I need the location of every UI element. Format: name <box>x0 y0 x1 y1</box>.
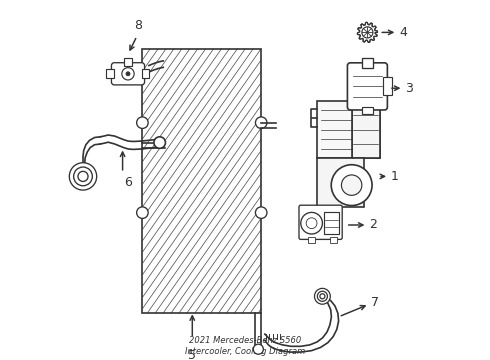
Circle shape <box>255 207 267 219</box>
Polygon shape <box>357 22 377 42</box>
Bar <box>317 158 364 207</box>
Circle shape <box>255 117 267 129</box>
Circle shape <box>306 218 317 229</box>
Circle shape <box>137 117 148 129</box>
Circle shape <box>253 344 263 354</box>
Bar <box>106 69 114 78</box>
Bar <box>324 212 339 234</box>
Text: 8: 8 <box>134 19 142 32</box>
Bar <box>143 49 261 313</box>
Circle shape <box>342 175 362 195</box>
FancyBboxPatch shape <box>111 63 145 85</box>
Text: 6: 6 <box>123 176 131 189</box>
Bar <box>352 101 380 158</box>
Bar <box>308 237 315 243</box>
Circle shape <box>362 27 373 38</box>
FancyBboxPatch shape <box>347 63 388 110</box>
Circle shape <box>318 291 327 301</box>
Bar <box>362 58 373 68</box>
FancyBboxPatch shape <box>299 205 342 239</box>
Circle shape <box>301 212 322 234</box>
Circle shape <box>69 163 97 190</box>
Text: 4: 4 <box>399 26 407 39</box>
Text: 7: 7 <box>371 296 379 309</box>
Text: 2021 Mercedes-Benz S560
Intercooler, Cooling Diagram: 2021 Mercedes-Benz S560 Intercooler, Coo… <box>185 336 305 356</box>
Circle shape <box>126 72 130 76</box>
Circle shape <box>320 294 325 299</box>
Circle shape <box>78 171 88 181</box>
Text: 3: 3 <box>405 82 413 95</box>
Bar <box>123 58 132 66</box>
Circle shape <box>122 68 134 80</box>
Text: 1: 1 <box>391 170 399 183</box>
Bar <box>317 101 380 158</box>
Circle shape <box>315 288 330 304</box>
Circle shape <box>154 137 166 148</box>
Text: 2: 2 <box>369 219 377 231</box>
Bar <box>383 77 392 95</box>
Circle shape <box>74 167 92 186</box>
Bar <box>142 69 149 78</box>
Text: 5: 5 <box>188 349 196 360</box>
Circle shape <box>137 207 148 219</box>
Bar <box>143 49 261 313</box>
Bar <box>362 107 373 114</box>
Circle shape <box>331 165 372 206</box>
Bar <box>330 237 337 243</box>
